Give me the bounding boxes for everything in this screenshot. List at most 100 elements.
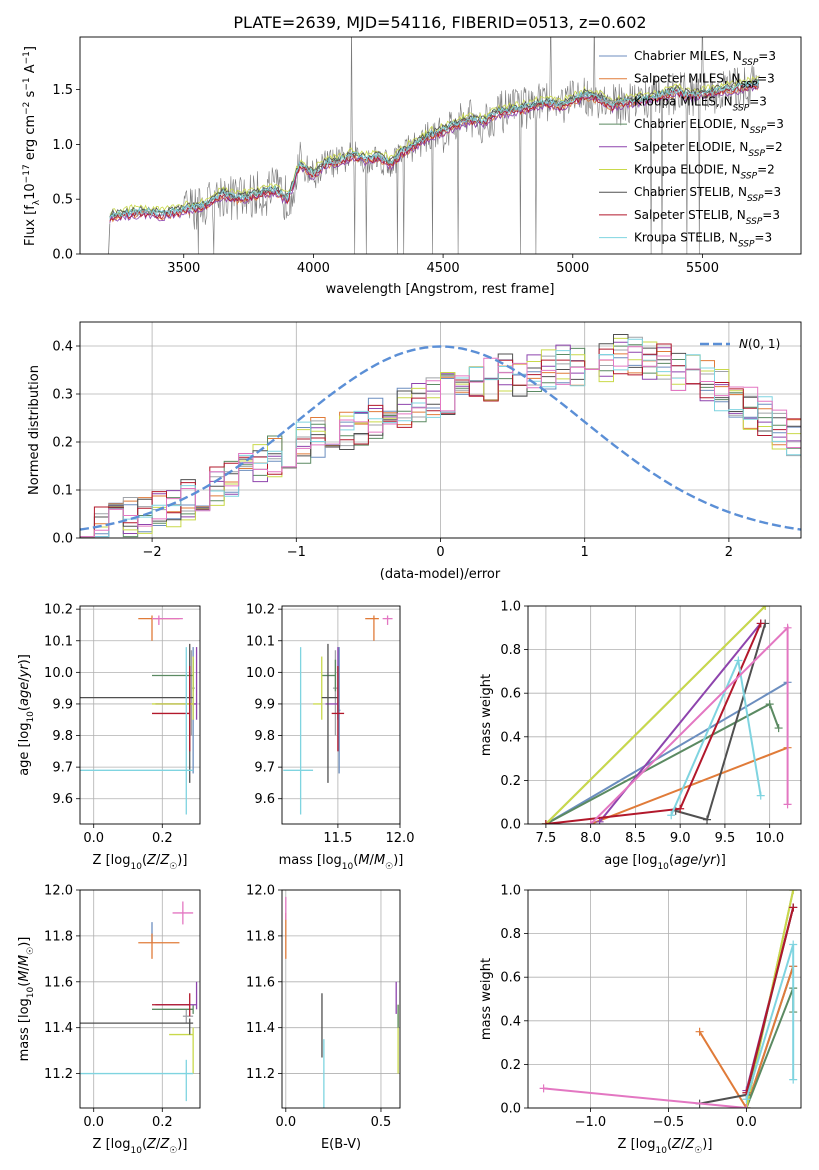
label-part: age <box>17 682 32 706</box>
residual-histogram <box>80 338 801 538</box>
label-part: )] <box>716 853 726 868</box>
mass-weight-line <box>589 625 789 824</box>
normal-curve <box>80 345 801 531</box>
age-vs-mass-panel: 11.5 12.0 9.6 9.7 9.8 9.9 10.0 10.1 10.2 mass [lo… <box>246 603 414 872</box>
y-axis-label: Flux [fλ10−17 erg cm−2 s−1 A−1] <box>22 46 42 246</box>
x-tick-label: 0.5 <box>371 1115 392 1130</box>
y-tick-label: 1.0 <box>500 600 521 615</box>
y-tick-label: 0.5 <box>52 193 73 208</box>
legend-entry: Kroupa ELODIE, NSSP=2 <box>634 163 775 182</box>
label-part: SSP <box>748 149 765 159</box>
residuals-panel: −2 −1 0 1 2 0.0 0.1 0.2 0.3 0.4 (data-model)/error… <box>27 321 802 582</box>
plot-area <box>80 615 198 815</box>
y-tick-label: 9.9 <box>52 697 73 712</box>
y-tick-label: 0.0 <box>52 248 73 263</box>
label-part: Chabrier MILES, N <box>634 49 742 63</box>
plot-area <box>539 890 798 1108</box>
label-part: 10 <box>130 1146 142 1156</box>
y-tick-label: 1.5 <box>52 83 73 98</box>
label-part: ( <box>353 853 358 868</box>
label-part: −1 <box>22 51 32 64</box>
label-part: −1 <box>22 77 32 90</box>
label-part: Z <box>146 1137 157 1152</box>
x-tick-label: 0.2 <box>152 1115 173 1130</box>
mass-weight-marker <box>783 623 792 632</box>
y-tick-label: 10.1 <box>44 634 73 649</box>
label-part: SSP <box>733 103 750 113</box>
mass-vs-ebv-panel: 0.0 0.5 11.2 11.4 11.6 11.8 12.0 E(B-V) <box>246 884 401 1152</box>
x-axis-label: Z [log10(Z/Z☉)] <box>618 1137 713 1156</box>
label-part: / <box>156 853 161 868</box>
x-tick-label: 2 <box>725 545 733 560</box>
legend-entry: Chabrier ELODIE, NSSP=3 <box>634 117 784 136</box>
mass-weight-marker <box>783 800 792 809</box>
x-tick-label: −0.5 <box>653 1115 685 1130</box>
y-tick-label: 0.6 <box>500 971 521 986</box>
legend-entry: Chabrier STELIB, NSSP=3 <box>634 185 781 204</box>
x-axis-label: mass [log10(M/M☉)] <box>279 853 404 872</box>
legend-entry: Chabrier MILES, NSSP=3 <box>634 49 776 68</box>
label-part: )] <box>177 853 187 868</box>
x-tick-label: 0.0 <box>275 1115 296 1130</box>
y-tick-label: 11.8 <box>246 929 275 944</box>
label-part: =3 <box>762 208 780 222</box>
label-part: A <box>23 64 38 77</box>
label-part: N <box>739 337 748 351</box>
label-part: Z [log <box>93 1137 131 1152</box>
y-tick-label: 12.0 <box>44 884 73 899</box>
mass-weight-marker <box>756 619 765 628</box>
axes-frame <box>527 605 802 825</box>
mass-weight-vs-z-panel: −1.0 −0.5 0.00.00.20.40.60.81.0Z [log10(Z/… <box>479 884 802 1156</box>
label-part: 10 <box>26 711 36 723</box>
y-tick-label: 1.0 <box>500 884 521 899</box>
label-part: mass [log <box>17 998 32 1061</box>
label-part: =3 <box>764 185 782 199</box>
x-tick-label: 5500 <box>686 261 719 276</box>
legend-entry: Salpeter MILES, NSSP=3 <box>634 72 775 91</box>
label-part: =3 <box>766 117 784 131</box>
label-part: )] <box>393 853 403 868</box>
label-part: SSP <box>747 194 764 204</box>
label-part: Z <box>671 1137 682 1152</box>
label-part: Flux [f <box>23 205 38 246</box>
label-part: 10 <box>657 862 669 872</box>
x-tick-label: 8.0 <box>580 831 601 846</box>
x-tick-label: 4500 <box>427 261 460 276</box>
model-spectrum <box>109 84 759 224</box>
y-axis-label: mass weight <box>479 958 494 1040</box>
legend-entry: Salpeter STELIB, NSSP=3 <box>634 208 780 227</box>
y-tick-label: 11.4 <box>44 1021 73 1036</box>
y-tick-label: 0.0 <box>500 818 521 833</box>
label-part: / <box>156 1137 161 1152</box>
label-part: =3 <box>758 49 776 63</box>
x-tick-label: 12.0 <box>386 831 415 846</box>
y-tick-label: 0.4 <box>500 1014 521 1029</box>
x-tick-label: 0.0 <box>736 1115 757 1130</box>
y-tick-label: 0.4 <box>52 340 73 355</box>
legend-entry: Salpeter ELODIE, NSSP=2 <box>634 140 783 159</box>
label-part: )] <box>702 1137 712 1152</box>
label-part: ☉ <box>26 947 36 955</box>
label-part: SSP <box>741 81 758 91</box>
label-part: (0, 1) <box>748 337 780 351</box>
y-tick-label: 9.8 <box>254 729 275 744</box>
x-axis-label: Z [log10(Z/Z☉)] <box>93 1137 188 1156</box>
x-tick-label: 11.5 <box>323 831 352 846</box>
label-part: / <box>17 677 32 682</box>
mass-weight-line <box>543 1087 747 1108</box>
x-tick-label: 1 <box>581 545 589 560</box>
label-part: / <box>698 853 703 868</box>
axes-frame <box>79 321 802 539</box>
mass-weight-marker <box>703 815 712 824</box>
label-part: SSP <box>738 240 755 250</box>
residual-histogram <box>80 351 801 538</box>
y-tick-label: 10.2 <box>246 603 275 618</box>
mass-weight-marker <box>742 1095 751 1104</box>
axes-frame <box>79 889 201 1109</box>
y-tick-label: 9.8 <box>52 729 73 744</box>
x-tick-label: −1 <box>287 545 306 560</box>
label-part: =2 <box>757 163 775 177</box>
label-part: Kroupa ELODIE, N <box>634 163 741 177</box>
y-tick-label: 11.2 <box>246 1067 275 1082</box>
x-tick-label: 0 <box>436 545 444 560</box>
